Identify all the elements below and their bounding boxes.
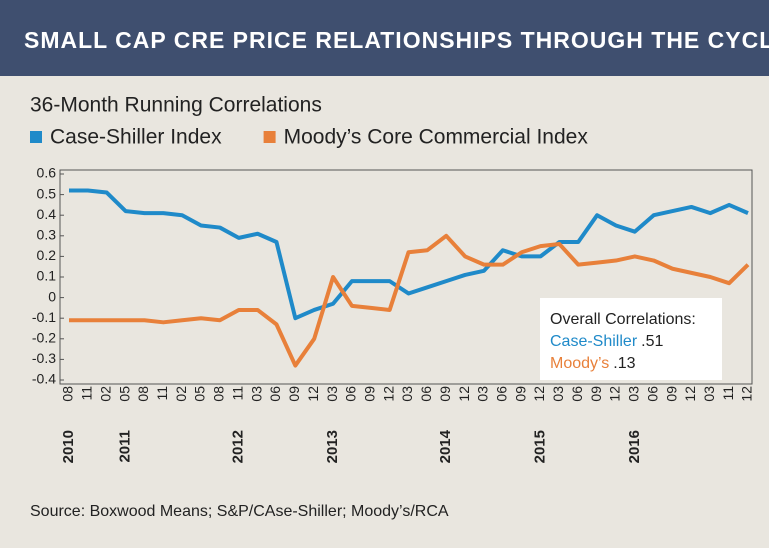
x-tick-label: 03 <box>248 386 264 402</box>
year-label: 2015 <box>531 430 548 463</box>
x-tick-label: 09 <box>437 386 453 402</box>
y-tick-label: -0.4 <box>32 371 56 387</box>
year-label: 2012 <box>230 430 247 463</box>
year-label: 2011 <box>117 430 134 463</box>
x-tick-label: 09 <box>361 386 377 402</box>
x-tick-label: 03 <box>399 386 415 402</box>
x-tick-label: 11 <box>154 386 170 401</box>
legend-swatch <box>263 131 276 143</box>
x-tick-label: 05 <box>192 386 208 402</box>
x-tick-label: 05 <box>116 386 132 402</box>
x-tick-label: 06 <box>569 386 585 402</box>
x-tick-label: 12 <box>531 386 547 402</box>
y-tick-label: 0.5 <box>37 185 57 201</box>
y-tick-label: 0.3 <box>37 227 57 243</box>
legend-label: Moody’s Core Commercial Index <box>284 126 589 149</box>
year-label: 2016 <box>626 430 643 463</box>
y-tick-label: -0.3 <box>32 350 56 366</box>
x-tick-label: 06 <box>644 386 660 402</box>
header-bar <box>0 0 769 76</box>
subtitle: 36-Month Running Correlations <box>30 94 322 117</box>
x-tick-label: 12 <box>607 386 623 402</box>
year-label: 2014 <box>437 429 454 463</box>
x-tick-label: 08 <box>211 386 227 402</box>
x-tick-label: 12 <box>380 386 396 402</box>
annotation-box <box>540 298 722 380</box>
x-tick-label: 09 <box>588 386 604 402</box>
x-tick-label: 02 <box>97 386 113 402</box>
x-tick-label: 12 <box>305 386 321 402</box>
x-tick-label: 03 <box>475 386 491 402</box>
annotation-value: .51 <box>641 333 663 350</box>
y-tick-label: 0.2 <box>37 247 57 263</box>
x-tick-label: 08 <box>60 386 76 402</box>
y-tick-label: 0 <box>48 288 56 304</box>
x-tick-label: 06 <box>267 386 283 402</box>
y-tick-label: -0.1 <box>32 309 56 325</box>
x-tick-label: 09 <box>286 386 302 402</box>
annotation: Overall Correlations: Case-Shiller .51 Mood… <box>540 298 722 380</box>
x-tick-label: 11 <box>720 386 736 401</box>
annotation-name: Case-Shiller <box>550 333 638 350</box>
x-tick-label: 09 <box>512 386 528 402</box>
annotation-title: Overall Correlations: <box>550 311 696 328</box>
x-tick-label: 03 <box>626 386 642 402</box>
x-tick-label: 06 <box>343 386 359 402</box>
x-tick-label: 11 <box>79 386 95 401</box>
annotation-value: .13 <box>613 355 635 372</box>
x-tick-label: 03 <box>701 386 717 402</box>
x-tick-label: 06 <box>494 386 510 402</box>
y-tick-label: 0.1 <box>37 268 57 284</box>
x-tick-label: 06 <box>418 386 434 402</box>
year-label: 2010 <box>60 430 77 463</box>
series-line <box>69 188 749 321</box>
x-tick-label: 12 <box>682 386 698 402</box>
legend-label: Case-Shiller Index <box>50 126 222 149</box>
x-tick-label: 12 <box>456 386 472 402</box>
x-tick-label: 11 <box>229 386 245 401</box>
annotation-name: Moody’s <box>550 355 609 372</box>
x-tick-label: 12 <box>739 386 755 402</box>
legend-swatch <box>30 131 42 143</box>
x-tick-label: 09 <box>663 386 679 402</box>
x-tick-label: 03 <box>550 386 566 402</box>
y-tick-label: 0.6 <box>37 165 57 181</box>
y-tick-label: -0.2 <box>32 330 56 346</box>
y-tick-label: 0.4 <box>37 206 57 222</box>
series-line <box>69 233 750 368</box>
x-tick-label: 03 <box>324 386 340 402</box>
year-label: 2013 <box>324 430 341 463</box>
chart-title: SMALL CAP CRE PRICE RELATIONSHIPS THROUG… <box>24 27 769 53</box>
x-tick-label: 02 <box>173 386 189 402</box>
source: Source: Boxwood Means; S&P/CAse-Shiller;… <box>30 503 449 520</box>
x-tick-label: 08 <box>135 386 151 402</box>
